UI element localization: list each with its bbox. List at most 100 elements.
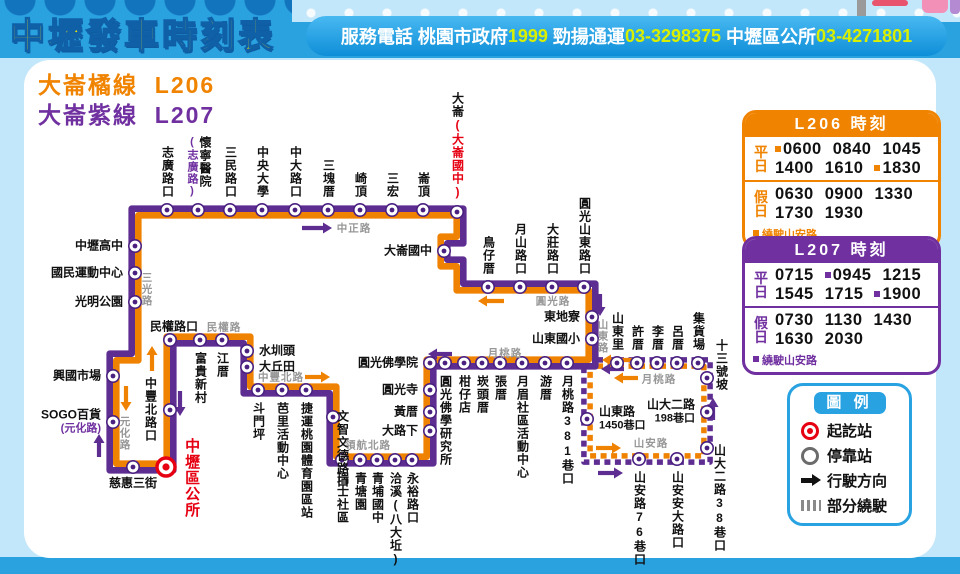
service-text: 服務電話 桃園市政府 — [340, 27, 508, 47]
L207-holiday-section: 假日 0730 1130 1430 1630 2030 — [745, 306, 938, 351]
station-dot — [195, 207, 201, 213]
legend-item: 起訖站 — [790, 418, 909, 443]
departure-time: 1730 — [775, 204, 814, 222]
station-dot — [636, 456, 642, 462]
departure-time: 1430 — [873, 311, 913, 329]
station-dot — [654, 360, 660, 366]
service-info: 服務電話 桃園市政府 1999 勁揚通運 03-3298375 中壢區公所 03-42… — [306, 16, 947, 56]
station-dot — [479, 360, 485, 366]
departure-time: 1830 — [882, 159, 922, 177]
direction-arrow-head — [174, 407, 186, 416]
departure-time: 0945 — [832, 266, 872, 284]
departure-time: 1130 — [824, 311, 863, 329]
departure-time: 1630 — [775, 330, 814, 348]
departure-time: 1610 — [824, 159, 864, 177]
building-decoration-pink — [922, 0, 948, 13]
partial-detour-icon — [801, 500, 821, 511]
station-dot — [584, 416, 590, 422]
departure-time: 1215 — [882, 266, 922, 284]
service-text: 03-4271801 — [816, 25, 913, 46]
service-text: 勁揚通運 — [547, 27, 625, 47]
bottom-strip — [0, 557, 960, 574]
station-dot — [674, 456, 680, 462]
station-dot — [485, 284, 491, 290]
legend-title: 圖 例 — [813, 392, 886, 414]
direction-arrow-head — [323, 222, 332, 234]
station-dot — [132, 243, 138, 249]
legend-box: 圖 例 起訖站停靠站行駛方向部分繞駛 — [787, 383, 912, 526]
direction-arrow-head — [602, 354, 611, 366]
route-titles: 大崙橘線 L206 大崙紫線 L207 — [38, 70, 215, 130]
station-dot — [695, 360, 701, 366]
timetable-l207: L207 時刻 平日 0715 0945 1215 1545 1715 1900 假日 0730… — [742, 236, 941, 375]
legend-item: 部分繞駛 — [790, 493, 909, 518]
station-dot — [325, 207, 331, 213]
departure-time: 0900 — [824, 185, 864, 203]
detour-mark — [775, 145, 781, 152]
direction-arrow-head — [120, 402, 132, 411]
legend-label: 行駛方向 — [827, 473, 888, 490]
L207-weekday-section: 平日 0715 0945 1215 1545 1715 1900 — [745, 263, 938, 306]
station-dot — [549, 284, 555, 290]
station-dot — [197, 337, 203, 343]
station-dot — [357, 207, 363, 213]
route-title-L207: 大崙紫線 L207 — [38, 102, 216, 128]
page-title: 中壢發車時刻表 — [9, 16, 277, 56]
detour-mark — [874, 164, 881, 171]
building-decoration-purple — [950, 0, 960, 14]
legend-item: 行駛方向 — [790, 468, 909, 493]
departure-time: 1545 — [775, 285, 814, 303]
service-text: 1999 — [507, 25, 548, 46]
station-dot — [581, 284, 587, 290]
station-dot — [244, 348, 250, 354]
ribbon-decoration — [872, 0, 908, 6]
station-dot — [255, 387, 261, 393]
station-dot — [589, 314, 595, 320]
direction-arrow-head — [428, 348, 437, 360]
station-dot — [303, 387, 309, 393]
route-title-L206: 大崙橘線 L206 — [38, 72, 216, 98]
detour-route-line — [587, 363, 707, 459]
station-dot — [704, 409, 710, 415]
station-dot — [674, 360, 680, 366]
direction-arrow-head — [321, 371, 330, 383]
station-dot — [589, 336, 595, 342]
direction-arrow-head — [478, 295, 487, 307]
legend-label: 部分繞駛 — [827, 498, 888, 515]
station-dot — [292, 207, 298, 213]
departure-time: 0840 — [832, 140, 872, 158]
station-dot — [420, 207, 426, 213]
station-dot — [244, 364, 250, 370]
station-dot — [259, 207, 265, 213]
departure-time: 1715 — [824, 285, 864, 303]
timetable-note: 繞駛山安路 — [745, 351, 938, 372]
station-dot — [357, 457, 363, 463]
legend-items: 起訖站停靠站行駛方向部分繞駛 — [790, 418, 909, 518]
legend-label: 起訖站 — [827, 423, 873, 440]
timetable-l207-title: L207 時刻 — [745, 239, 938, 263]
day-type-label: 假日 — [754, 189, 768, 219]
station-dot — [564, 360, 570, 366]
station-dot — [519, 360, 525, 366]
service-text: 03-3298375 — [624, 25, 722, 46]
day-type-label: 平日 — [754, 270, 768, 300]
scallop-decoration — [0, 0, 318, 20]
legend-item: 停靠站 — [790, 443, 909, 468]
main-route-line — [113, 212, 593, 468]
departure-time: 0715 — [775, 266, 814, 284]
station-dot — [427, 387, 433, 393]
L206-weekday-section: 平日 0600 0840 1045 1400 1610 1830 — [745, 137, 938, 180]
station-dot — [110, 373, 116, 379]
station-dot — [389, 207, 395, 213]
departure-time: 1045 — [882, 140, 922, 158]
L206-holiday-section: 假日 0630 0900 1330 1730 1930 — [745, 180, 938, 225]
terminus-icon — [801, 421, 819, 440]
day-type-label: 假日 — [754, 315, 768, 345]
direction-arrow-head — [601, 363, 610, 375]
terminus-dot — [162, 463, 170, 471]
direction-arrow-head — [614, 372, 623, 384]
direction-arrow-head — [612, 442, 621, 454]
departure-time: 1900 — [882, 285, 922, 303]
station-dot — [130, 464, 136, 470]
